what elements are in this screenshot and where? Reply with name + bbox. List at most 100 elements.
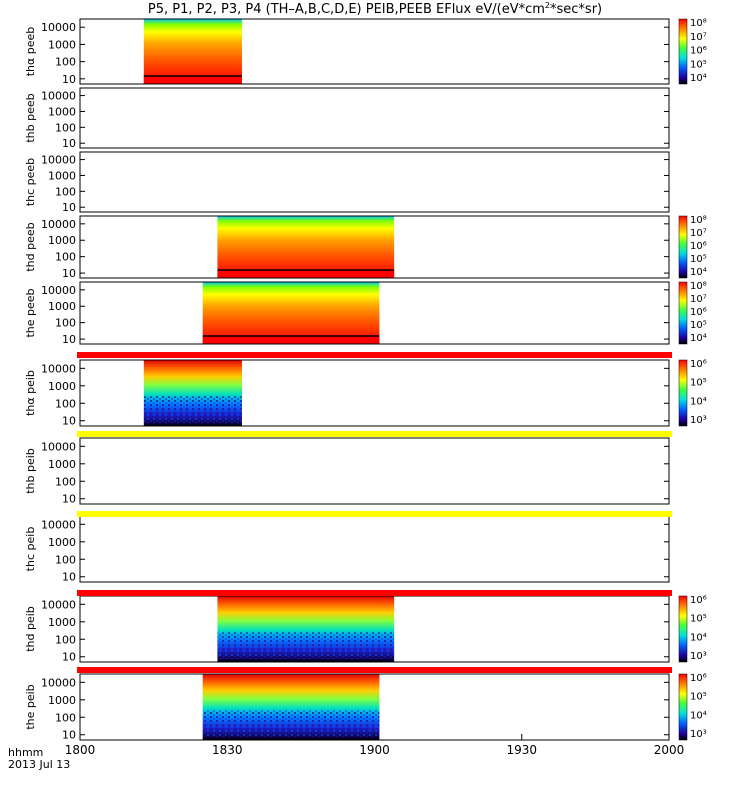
- time-format-label: hhmm: [8, 746, 43, 759]
- y-axis-label: the peeb: [24, 288, 37, 337]
- colorbar-tick-label: 10⁶: [690, 307, 707, 318]
- colorbar: [678, 673, 688, 741]
- x-tick-label: 1800: [65, 743, 96, 757]
- spacecraft-potential-band: [202, 336, 380, 344]
- colorbar-tick-label: 10⁵: [690, 320, 707, 331]
- y-tick-label: 1000: [48, 458, 76, 471]
- y-tick-label: 100: [55, 317, 76, 330]
- y-tick-label: 100: [55, 553, 76, 566]
- colorbar-tick-label: 10⁶: [690, 241, 707, 252]
- panel-frame: [79, 18, 670, 85]
- spectrogram-thd-peeb: [217, 216, 395, 278]
- panel-frame: [79, 359, 670, 427]
- time-axis: 1800 1830 1900 1930 2000: [65, 734, 684, 757]
- panel-thc-peeb: 10000 1000 100 10 thc peeb: [24, 151, 670, 214]
- colorbar-tick-label: 10⁵: [690, 254, 707, 265]
- colorbar-tick-label: 10⁵: [690, 378, 707, 389]
- colorbar-tick-label: 10⁶: [690, 673, 707, 684]
- figure-title: P5, P1, P2, P3, P4 (TH–A,B,C,D,E) PEIB,P…: [148, 1, 602, 17]
- colorbar: [678, 18, 688, 85]
- colorbar-tick-label: 10³: [690, 651, 707, 662]
- x-tick-label: 1930: [506, 743, 537, 757]
- spectrogram-the-peeb: [202, 282, 380, 344]
- y-tick-label: 1000: [48, 300, 76, 313]
- spacecraft-potential-band: [217, 270, 395, 278]
- date-label: 2013 Jul 13: [8, 758, 70, 771]
- y-tick-label: 100: [55, 185, 76, 198]
- status-bar: [77, 431, 672, 437]
- panel-tha-peeb: 10000 1000 100 10 thα peeb 10⁸ 10⁷ 10⁶ 10⁵ 10⁴: [24, 18, 707, 86]
- colorbar-tick-label: 10⁷: [690, 228, 707, 239]
- colorbar-tick-label: 10⁶: [690, 46, 707, 57]
- y-tick-label: 10000: [41, 284, 76, 297]
- y-tick-label: 1000: [48, 616, 76, 629]
- y-tick-label: 10: [62, 73, 76, 86]
- y-axis-label: thα peib: [24, 370, 37, 416]
- y-tick-label: 10: [62, 651, 76, 664]
- y-tick-label: 10000: [41, 154, 76, 167]
- panel-thb-peib: 10000 1000 100 10 thb peib: [24, 437, 670, 506]
- spectrogram-tha-peeb: [143, 19, 242, 84]
- status-bar: [77, 511, 672, 517]
- y-tick-label: 10000: [41, 21, 76, 34]
- y-tick-label: 10: [62, 137, 76, 150]
- panel-frame: [79, 281, 670, 345]
- colorbar-tick-label: 10⁷: [690, 294, 707, 305]
- y-tick-label: 10: [62, 201, 76, 214]
- y-tick-label: 10000: [41, 90, 76, 103]
- colorbar-tick-label: 10³: [690, 415, 707, 426]
- y-tick-label: 100: [55, 121, 76, 134]
- colorbar: [678, 595, 688, 663]
- colorbar-tick-label: 10⁴: [690, 333, 707, 344]
- y-tick-label: 10: [62, 493, 76, 506]
- y-tick-label: 100: [55, 475, 76, 488]
- colorbar: [678, 359, 688, 427]
- ion-noise-texture: [143, 396, 242, 423]
- panel-frame: [79, 151, 670, 213]
- panel-the-peib: 10000 1000 100 10 the peib 10⁶ 10⁵ 10⁴ 10³: [24, 673, 707, 742]
- x-tick-label: 1830: [212, 743, 243, 757]
- colorbar-tick-label: 10⁴: [690, 267, 707, 278]
- y-tick-label: 10: [62, 571, 76, 584]
- y-tick-label: 1000: [48, 169, 76, 182]
- y-tick-label: 1000: [48, 105, 76, 118]
- y-tick-label: 100: [55, 397, 76, 410]
- colorbar-tick-label: 10⁸: [690, 18, 707, 29]
- colorbar-tick-label: 10⁵: [690, 59, 707, 70]
- y-tick-label: 10000: [41, 362, 76, 375]
- y-tick-label: 1000: [48, 380, 76, 393]
- colorbar-tick-label: 10⁴: [690, 396, 707, 407]
- colorbar-tick-label: 10⁸: [690, 215, 707, 226]
- colorbar-tick-label: 10⁷: [690, 32, 707, 43]
- status-bar: [77, 352, 672, 358]
- y-axis-label: the peib: [24, 684, 37, 729]
- status-bar: [77, 590, 672, 596]
- colorbar: [678, 215, 688, 279]
- colorbar-tick-label: 10⁴: [690, 73, 707, 84]
- y-tick-label: 10000: [41, 598, 76, 611]
- y-tick-label: 10000: [41, 218, 76, 231]
- y-axis-label: thc peib: [24, 527, 37, 572]
- panel-the-peeb: 10000 1000 100 10 the peeb 10⁸ 10⁷ 10⁶ 10⁵ 10⁴: [24, 281, 707, 346]
- colorbar-tick-label: 10⁵: [690, 614, 707, 625]
- colorbar-tick-label: 10³: [690, 729, 707, 740]
- y-axis-label: thc peeb: [24, 158, 37, 206]
- panel-frame: [79, 515, 670, 583]
- y-axis-label: thb peib: [24, 448, 37, 494]
- colorbar-tick-label: 10⁴: [690, 710, 707, 721]
- ion-noise-texture: [202, 710, 380, 737]
- colorbar: [678, 281, 688, 345]
- panel-thd-peeb: 10000 1000 100 10 thd peeb 10⁸ 10⁷ 10⁶ 10⁵ 10⁴: [24, 215, 707, 280]
- colorbar-tick-label: 10⁶: [690, 359, 707, 370]
- y-tick-label: 100: [55, 633, 76, 646]
- colorbar-tick-label: 10⁸: [690, 281, 707, 292]
- panel-thd-peib: 10000 1000 100 10 thd peib 10⁶ 10⁵ 10⁴ 10³: [24, 595, 707, 664]
- y-tick-label: 10000: [41, 440, 76, 453]
- y-tick-label: 100: [55, 711, 76, 724]
- y-axis-label: thd peeb: [24, 222, 37, 271]
- y-tick-label: 1000: [48, 694, 76, 707]
- x-tick-label: 1900: [359, 743, 390, 757]
- y-tick-label: 10000: [41, 676, 76, 689]
